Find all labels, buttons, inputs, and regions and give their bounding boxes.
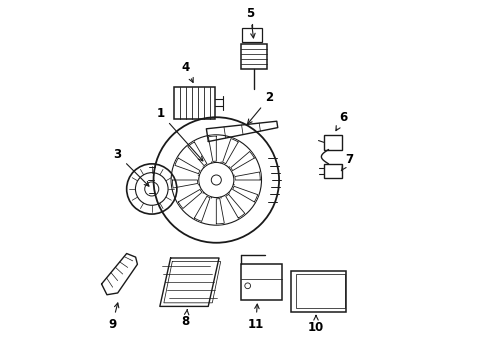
Polygon shape	[188, 142, 207, 166]
Bar	[174, 87, 216, 119]
Text: 3: 3	[114, 148, 149, 186]
Text: 1: 1	[157, 107, 203, 161]
Text: 2: 2	[247, 91, 273, 124]
Bar	[324, 135, 342, 149]
Text: 10: 10	[308, 315, 324, 334]
Text: 11: 11	[247, 304, 264, 331]
Polygon shape	[178, 189, 202, 208]
Text: 9: 9	[108, 303, 119, 331]
Bar	[241, 44, 268, 69]
Text: 8: 8	[182, 310, 190, 328]
Polygon shape	[235, 172, 260, 180]
Polygon shape	[233, 186, 258, 202]
Text: 4: 4	[182, 60, 193, 82]
Text: 7: 7	[341, 153, 353, 171]
Polygon shape	[231, 152, 254, 171]
Bar	[296, 274, 344, 308]
Bar	[243, 28, 262, 42]
Polygon shape	[208, 136, 216, 162]
Polygon shape	[222, 139, 238, 164]
Polygon shape	[195, 196, 210, 221]
Bar	[291, 271, 346, 312]
Polygon shape	[216, 198, 224, 224]
Polygon shape	[172, 180, 198, 188]
Bar	[324, 164, 342, 178]
Text: 6: 6	[336, 111, 348, 131]
Bar	[241, 264, 282, 300]
Polygon shape	[175, 158, 200, 174]
Polygon shape	[226, 194, 245, 218]
Text: 5: 5	[246, 7, 255, 38]
